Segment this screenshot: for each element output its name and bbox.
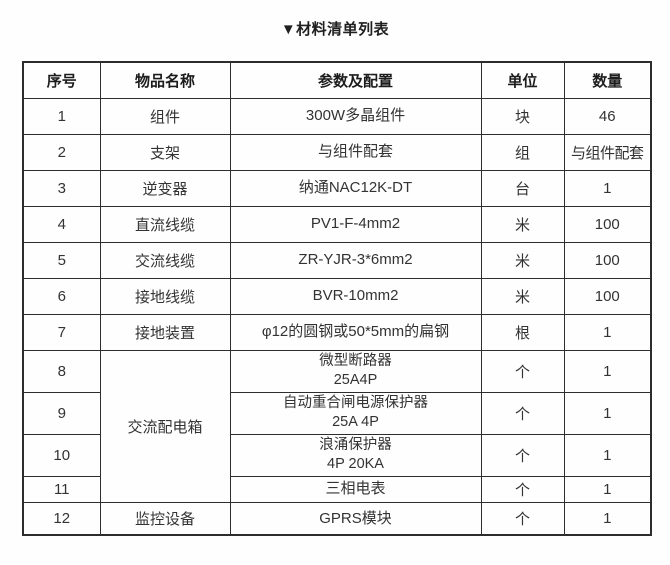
spec-cell: φ12的圆钢或50*5mm的扁钢	[229, 313, 482, 351]
header-cell-unit: 单位	[480, 61, 565, 99]
row-number-cell: 1	[22, 97, 101, 135]
table-row: 6 接地线缆 BVR-10mm2 米 100	[22, 277, 652, 315]
quantity-cell: 1	[563, 391, 652, 435]
item-name-cell: 接地线缆	[99, 277, 231, 315]
row-number-cell: 3	[22, 169, 101, 207]
table-row: 8 交流配电箱 微型断路器 25A4P 个 1	[22, 349, 652, 503]
row-number-cell: 2	[22, 133, 101, 171]
quantity-cell: 1	[563, 313, 652, 351]
item-name-cell: 支架	[99, 133, 231, 171]
item-name-cell: 交流配电箱	[99, 349, 231, 503]
spec-cell: PV1-F-4mm2	[229, 205, 482, 243]
spec-cell: 自动重合闸电源保护器 25A 4P	[229, 391, 482, 435]
quantity-cell: 100	[563, 205, 652, 243]
spec-cell: 微型断路器 25A4P	[229, 349, 482, 393]
unit-cell: 个	[480, 433, 565, 477]
header-cell-item-name: 物品名称	[99, 61, 231, 99]
materials-table: 序号 物品名称 参数及配置 单位 数量 1 组件 300W多晶组件块 46 2 支架 与组件…	[22, 61, 652, 536]
header-cell-number: 序号	[22, 61, 101, 99]
spec-cell: 浪涌保护器 4P 20KA	[229, 433, 482, 477]
spec-cell: 300W多晶组件	[229, 97, 482, 135]
table-header-row: 序号 物品名称 参数及配置 单位 数量	[22, 61, 652, 99]
item-name-cell: 组件	[99, 97, 231, 135]
table-row: 1 组件 300W多晶组件块 46	[22, 97, 652, 135]
quantity-cell: 1	[563, 501, 652, 536]
table-row: 2 支架 与组件配套组与组件配套	[22, 133, 652, 171]
row-number-cell: 10	[22, 433, 101, 477]
quantity-cell: 46	[563, 97, 652, 135]
unit-cell: 个	[480, 349, 565, 393]
unit-cell: 米	[480, 241, 565, 279]
spec-cell: BVR-10mm2	[229, 277, 482, 315]
spec-cell: 与组件配套	[229, 133, 482, 171]
item-name-cell: 逆变器	[99, 169, 231, 207]
unit-cell: 块	[480, 97, 565, 135]
quantity-cell: 100	[563, 241, 652, 279]
quantity-cell: 100	[563, 277, 652, 315]
spec-cell: ZR-YJR-3*6mm2	[229, 241, 482, 279]
row-number-cell: 5	[22, 241, 101, 279]
table-row: 11 三相电表个 1	[22, 475, 652, 503]
quantity-cell: 1	[563, 349, 652, 393]
row-number-cell: 12	[22, 501, 101, 536]
item-name-cell: 接地装置	[99, 313, 231, 351]
unit-cell: 米	[480, 205, 565, 243]
unit-cell: 个	[480, 501, 565, 536]
item-name-cell: 直流线缆	[99, 205, 231, 243]
item-name-cell: 监控设备	[99, 501, 231, 536]
quantity-cell: 1	[563, 169, 652, 207]
quantity-cell: 1	[563, 475, 652, 503]
table-row: 10 浪涌保护器 4P 20KA 个 1	[22, 433, 652, 477]
table-row: 4 直流线缆 PV1-F-4mm2 米 100	[22, 205, 652, 243]
spec-cell: 纳通NAC12K-DT	[229, 169, 482, 207]
unit-cell: 根	[480, 313, 565, 351]
quantity-cell: 与组件配套	[563, 133, 652, 171]
materials-table-wrap: 序号 物品名称 参数及配置 单位 数量 1 组件 300W多晶组件块 46 2 支架 与组件…	[22, 61, 652, 536]
unit-cell: 米	[480, 277, 565, 315]
row-number-cell: 7	[22, 313, 101, 351]
spec-cell: 三相电表	[229, 475, 482, 503]
spec-cell: GPRS模块	[229, 501, 482, 536]
unit-cell: 台	[480, 169, 565, 207]
header-cell-quantity: 数量	[563, 61, 652, 99]
row-number-cell: 6	[22, 277, 101, 315]
materials-table-body: 1 组件 300W多晶组件块 46 2 支架 与组件配套组与组件配套 3 逆变器 纳通NAC12K…	[22, 97, 652, 536]
table-row: 7 接地装置 φ12的圆钢或50*5mm的扁钢根 1	[22, 313, 652, 351]
table-row: 3 逆变器 纳通NAC12K-DT 台 1	[22, 169, 652, 207]
header-cell-spec: 参数及配置	[229, 61, 482, 99]
table-row: 12 监控设备 GPRS模块个 1	[22, 501, 652, 536]
row-number-cell: 9	[22, 391, 101, 435]
table-row: 5 交流线缆 ZR-YJR-3*6mm2 米 100	[22, 241, 652, 279]
row-number-cell: 4	[22, 205, 101, 243]
unit-cell: 个	[480, 391, 565, 435]
quantity-cell: 1	[563, 433, 652, 477]
unit-cell: 个	[480, 475, 565, 503]
row-number-cell: 11	[22, 475, 101, 503]
table-row: 9 自动重合闸电源保护器 25A 4P 个 1	[22, 391, 652, 435]
page-title: ▼材料清单列表	[280, 21, 390, 38]
item-name-cell: 交流线缆	[99, 241, 231, 279]
unit-cell: 组	[480, 133, 565, 171]
row-number-cell: 8	[22, 349, 101, 393]
